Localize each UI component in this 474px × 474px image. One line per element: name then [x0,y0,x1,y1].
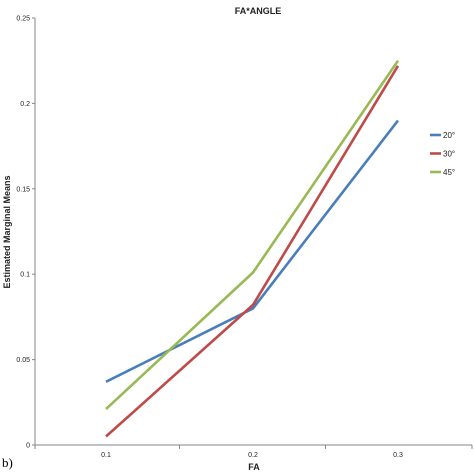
series-lines [105,59,400,438]
y-tick-label: 0.2 [20,101,30,108]
y-tick-label: 0 [26,443,30,450]
y-axis-title: Estimated Marginal Means [2,175,12,288]
legend-label: 20° [443,131,455,140]
legend-item: 45° [430,168,455,177]
legend: 20° 30° 45° [430,131,455,177]
y-tick-label: 0.15 [16,186,30,193]
series-line [105,59,400,411]
legend-item: 30° [430,150,455,159]
y-tick-label: 0.05 [16,357,30,364]
x-axis: 0.1 0.2 0.3 [34,444,473,459]
y-tick-label: 0.25 [16,16,30,23]
y-axis: 0 0.05 0.1 0.15 0.2 0.25 [16,16,36,450]
series-line [105,65,400,438]
x-tick-label: 0.2 [248,452,258,459]
x-tick-label: 0.1 [101,452,111,459]
x-axis-title: FA [248,462,260,472]
legend-label: 30° [443,150,455,159]
panel-label: b) [2,455,13,470]
y-tick-label: 0.1 [20,272,30,279]
series-line [105,119,400,383]
x-tick-label: 0.3 [393,452,403,459]
legend-item: 20° [430,131,455,140]
chart-title: FA*ANGLE [235,6,282,16]
legend-label: 45° [443,168,455,177]
